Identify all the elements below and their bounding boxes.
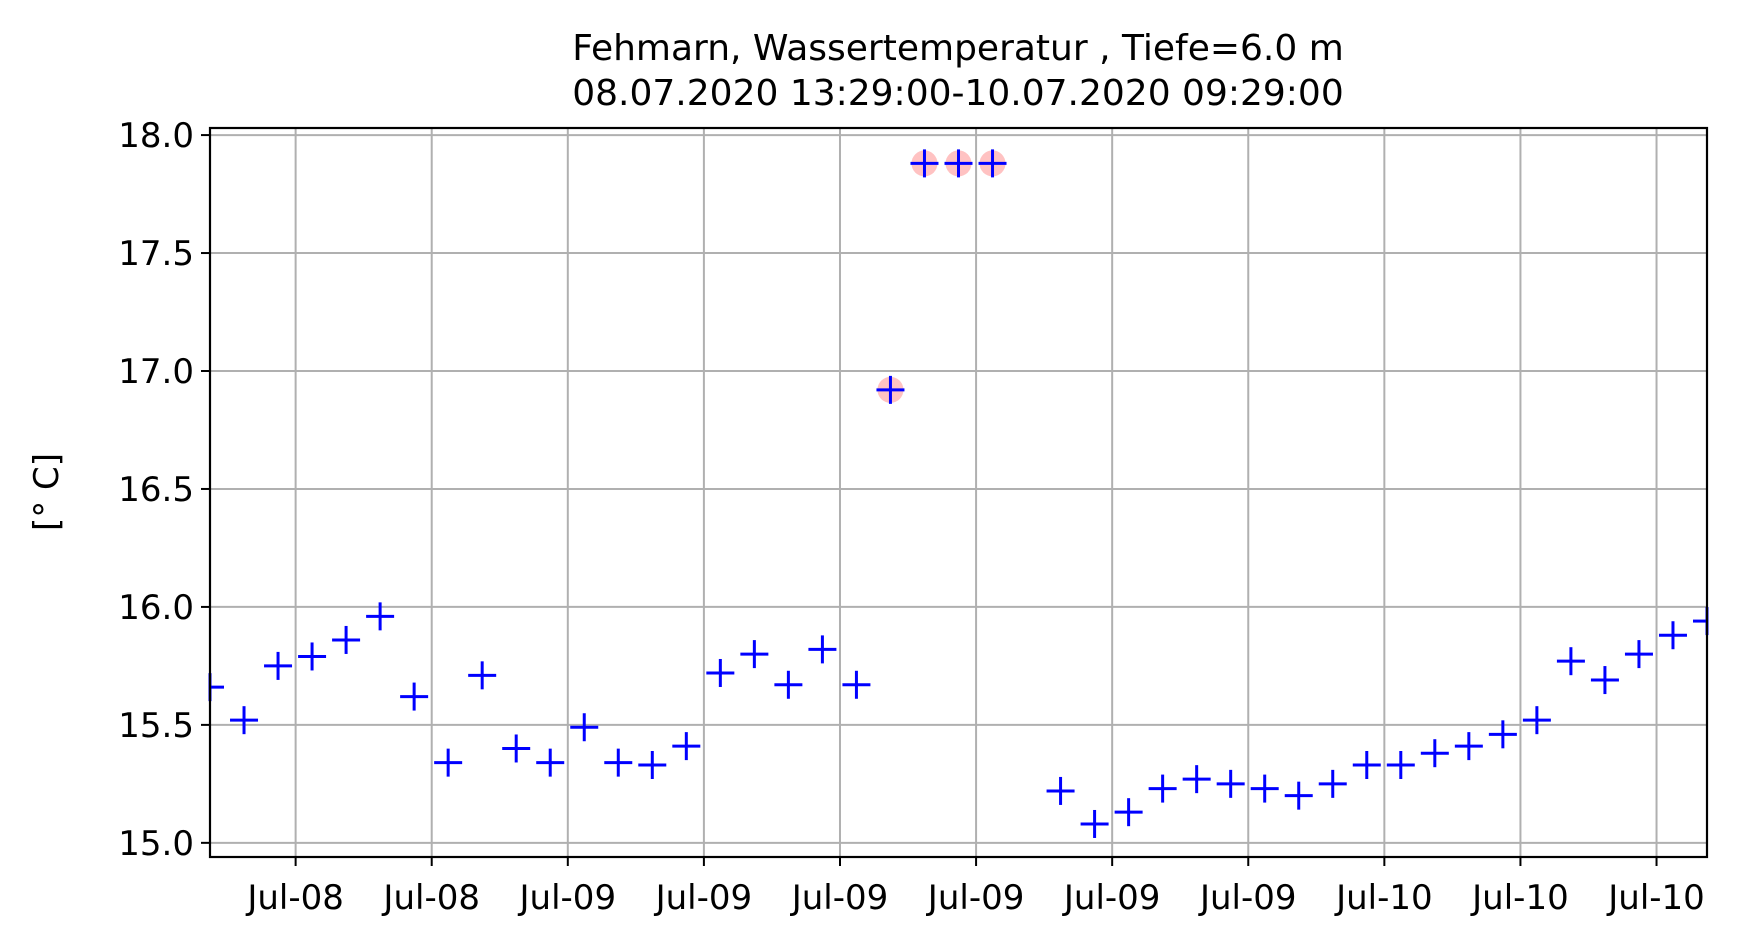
- data-point: [1658, 621, 1687, 650]
- data-point: [298, 642, 327, 671]
- data-point: [1420, 739, 1449, 768]
- data-point: [1216, 769, 1245, 798]
- data-point: [1046, 776, 1075, 805]
- data-points: [208, 149, 1709, 838]
- y-tick-label: 17.5: [118, 234, 194, 274]
- data-point: [1556, 647, 1585, 676]
- data-point: [1352, 750, 1381, 779]
- data-point: [1284, 781, 1313, 810]
- y-tick-label: 16.5: [118, 470, 194, 510]
- x-tick-label: Jul-10: [1470, 878, 1569, 918]
- data-point: [910, 149, 939, 178]
- data-point: [1182, 765, 1211, 794]
- chart-title-line-1: Fehmarn, Wassertemperatur , Tiefe=6.0 m: [572, 28, 1344, 69]
- x-tick-label: Jul-08: [381, 878, 480, 918]
- data-point: [638, 750, 667, 779]
- data-point: [978, 149, 1007, 178]
- data-point: [264, 651, 293, 680]
- y-axis-ticks: 15.0 15.5 16.0 16.5 17.0 17.5 18.0: [118, 116, 210, 864]
- x-tick-label: Jul-10: [1606, 878, 1705, 918]
- data-point: [808, 635, 837, 664]
- y-tick-label: 15.0: [118, 824, 194, 864]
- data-point: [536, 748, 565, 777]
- plot-frame: [208, 126, 1709, 859]
- data-point: [332, 625, 361, 654]
- data-point: [944, 149, 973, 178]
- data-point: [1522, 706, 1551, 735]
- data-point: [1386, 750, 1415, 779]
- x-tick-label: Jul-09: [926, 878, 1025, 918]
- chart-title-line-2: 08.07.2020 13:29:00-10.07.2020 09:29:00: [572, 73, 1344, 114]
- data-point: [1590, 666, 1619, 695]
- x-tick-label: Jul-09: [790, 878, 889, 918]
- data-point: [570, 713, 599, 742]
- data-point: [400, 682, 429, 711]
- data-point: [740, 640, 769, 669]
- x-tick-label: Jul-09: [1198, 878, 1297, 918]
- data-point: [706, 658, 735, 687]
- data-point: [502, 734, 531, 763]
- y-tick-label: 18.0: [118, 116, 194, 156]
- data-point: [366, 602, 395, 631]
- data-point: [604, 748, 633, 777]
- y-tick-label: 17.0: [118, 352, 194, 392]
- data-point: [842, 670, 871, 699]
- data-point: [230, 706, 259, 735]
- grid: [210, 128, 1707, 857]
- y-tick-label: 15.5: [118, 706, 194, 746]
- data-point: [434, 748, 463, 777]
- x-tick-label: Jul-09: [1062, 878, 1161, 918]
- data-point: [1250, 774, 1279, 803]
- y-tick-label: 16.0: [118, 588, 194, 628]
- data-point: [1114, 798, 1143, 827]
- data-point: [774, 670, 803, 699]
- data-point: [1488, 720, 1517, 749]
- x-tick-label: Jul-09: [654, 878, 753, 918]
- data-point: [1080, 809, 1109, 838]
- data-point: [672, 732, 701, 761]
- x-axis-ticks: Jul-08 Jul-08 Jul-09 Jul-09 Jul-09 Jul-09 Jul-…: [245, 857, 1705, 918]
- x-tick-label: Jul-08: [245, 878, 344, 918]
- data-point: [1624, 640, 1653, 669]
- data-point: [468, 661, 497, 690]
- data-point: [1454, 732, 1483, 761]
- y-axis-label: [° C]: [27, 453, 67, 531]
- data-point: [1318, 769, 1347, 798]
- x-tick-label: Jul-10: [1334, 878, 1433, 918]
- data-point: [876, 375, 905, 404]
- data-point: [1148, 774, 1177, 803]
- x-tick-label: Jul-09: [518, 878, 617, 918]
